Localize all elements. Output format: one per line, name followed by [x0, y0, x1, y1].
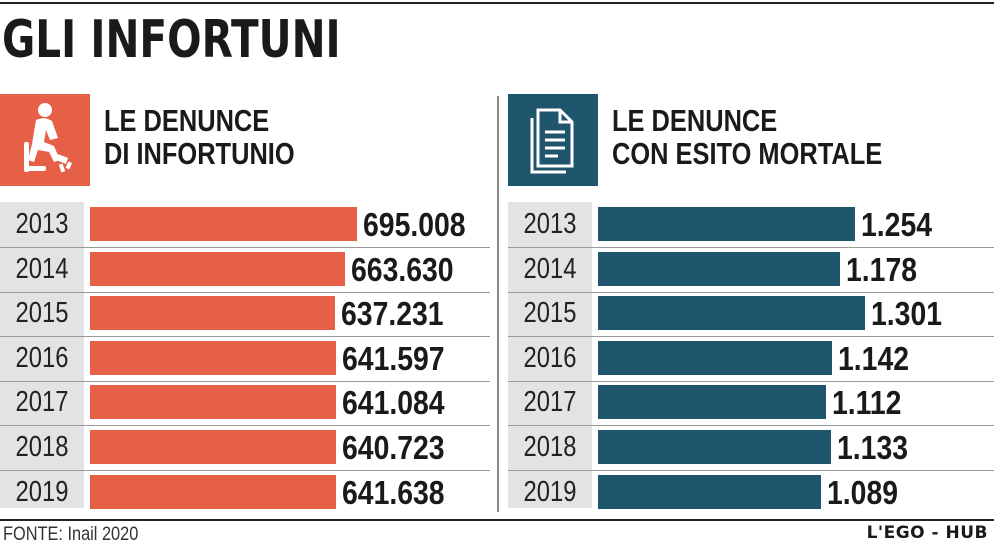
year-label: 2019 — [15, 475, 69, 508]
panel-esito-mortale: LE DENUNCE CON ESITO MORTALE 2013 1.254 20… — [508, 94, 994, 512]
row-separator — [508, 380, 994, 382]
bar-row: 2019 1.089 — [508, 470, 994, 514]
value-label: 1.142 — [838, 339, 910, 377]
panel-infortuni: LE DENUNCE DI INFORTUNIO 2013 695.008 2014… — [0, 94, 490, 512]
value-label: 663.630 — [350, 250, 454, 288]
value-label: 637.231 — [340, 295, 444, 333]
bar-row: 2015 637.231 — [0, 291, 490, 338]
bar — [598, 474, 822, 509]
value-label: 695.008 — [363, 206, 466, 243]
year-label: 2016 — [15, 341, 69, 374]
value-label: 1.089 — [827, 473, 899, 511]
year-label: 2018 — [15, 431, 69, 463]
value-label: 1.178 — [845, 250, 917, 288]
bar-row: 2014 663.630 — [0, 247, 490, 293]
bar — [598, 385, 827, 420]
row-separator — [508, 247, 994, 248]
chart-title-line-1: LE DENUNCE — [104, 103, 270, 138]
bar — [90, 385, 337, 420]
bottom-rule — [0, 519, 994, 521]
bar-row: 2016 1.142 — [508, 336, 994, 382]
year-label: 2013 — [523, 208, 577, 240]
bar — [598, 251, 840, 286]
row-separator — [0, 247, 490, 248]
value-label: 641.084 — [342, 384, 445, 422]
bar — [90, 474, 337, 509]
year-label: 2015 — [523, 297, 577, 330]
value-label: 640.723 — [342, 429, 445, 466]
bar-row: 2014 1.178 — [508, 247, 994, 293]
bar-row: 2015 1.301 — [508, 291, 994, 338]
chart-title-esito-mortale: LE DENUNCE CON ESITO MORTALE — [612, 104, 882, 170]
year-label: 2013 — [15, 208, 69, 240]
bar — [90, 251, 345, 286]
bar-row: 2017 1.112 — [508, 380, 994, 427]
row-separator — [0, 336, 490, 338]
year-label: 2016 — [523, 341, 577, 374]
bar-row: 2013 695.008 — [0, 202, 490, 248]
bar — [598, 340, 833, 375]
row-separator — [508, 470, 994, 471]
value-label: 1.112 — [832, 384, 902, 422]
year-label: 2014 — [15, 252, 69, 285]
chart-title-line-2: CON ESITO MORTALE — [612, 136, 883, 171]
row-separator — [508, 291, 994, 293]
injured-worker-icon — [0, 94, 90, 186]
chart-title-line-1: LE DENUNCE — [612, 103, 778, 138]
source-note: FONTE: Inail 2020 — [3, 524, 139, 545]
row-separator — [508, 336, 994, 338]
row-separator — [0, 291, 490, 293]
row-separator — [0, 470, 490, 471]
chart-title-line-2: DI INFORTUNIO — [104, 136, 295, 171]
year-label: 2015 — [15, 297, 69, 330]
year-label: 2017 — [15, 386, 69, 419]
bar-row: 2018 1.133 — [508, 425, 994, 471]
bar-row: 2018 640.723 — [0, 425, 490, 471]
value-label: 641.638 — [342, 473, 446, 511]
value-label: 1.301 — [871, 295, 943, 333]
bar-row: 2019 641.638 — [0, 470, 490, 514]
bar-row: 2017 641.084 — [0, 380, 490, 427]
bar-row: 2016 641.597 — [0, 336, 490, 382]
value-label: 1.254 — [861, 206, 933, 243]
year-column-bg — [0, 202, 84, 508]
value-label: 641.597 — [342, 339, 446, 377]
year-label: 2014 — [523, 252, 577, 285]
year-column-bg — [508, 202, 592, 508]
bar — [90, 207, 357, 241]
bar — [598, 430, 831, 464]
year-label: 2017 — [523, 386, 577, 419]
bar — [90, 296, 335, 331]
bar — [90, 340, 337, 375]
value-label: 1.133 — [836, 429, 908, 466]
year-label: 2019 — [523, 475, 577, 508]
panel-divider — [497, 96, 499, 512]
bar — [598, 296, 865, 331]
bar-row: 2013 1.254 — [508, 202, 994, 248]
top-rule — [0, 2, 994, 4]
brand-logo: L'EGO - HUB — [866, 523, 988, 543]
main-title: GLI INFORTUNI — [2, 10, 341, 70]
year-label: 2018 — [523, 431, 577, 463]
row-separator — [0, 380, 490, 382]
document-icon — [508, 94, 598, 186]
bar — [90, 430, 337, 464]
chart-title-infortuni: LE DENUNCE DI INFORTUNIO — [104, 104, 295, 170]
row-separator — [508, 425, 994, 427]
bar — [598, 207, 856, 241]
row-separator — [0, 425, 490, 427]
